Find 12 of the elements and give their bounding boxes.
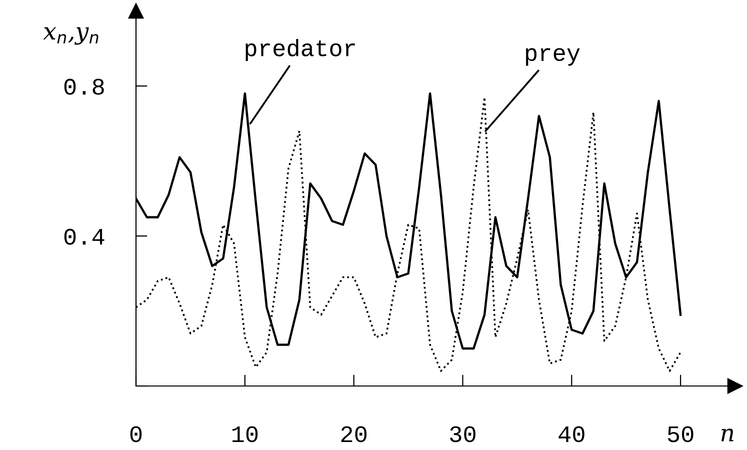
y-tick-label: 0.8 (64, 78, 104, 95)
y-tick-label: 0.4 (64, 228, 104, 245)
x-tick-label: 10 (232, 426, 258, 442)
x-tick-label: 40 (558, 426, 584, 442)
x-tick-label: 0 (130, 426, 142, 442)
x-tick-label: 50 (668, 426, 694, 442)
y-axis-title: x$_{n}$,y$_{n}$ (43, 27, 98, 45)
x-tick-label: 30 (450, 426, 476, 442)
x-tick-label: 20 (341, 426, 367, 442)
annotation: prey (526, 48, 580, 66)
annotation: predator (246, 38, 355, 61)
x-axis-title: n (721, 428, 734, 442)
